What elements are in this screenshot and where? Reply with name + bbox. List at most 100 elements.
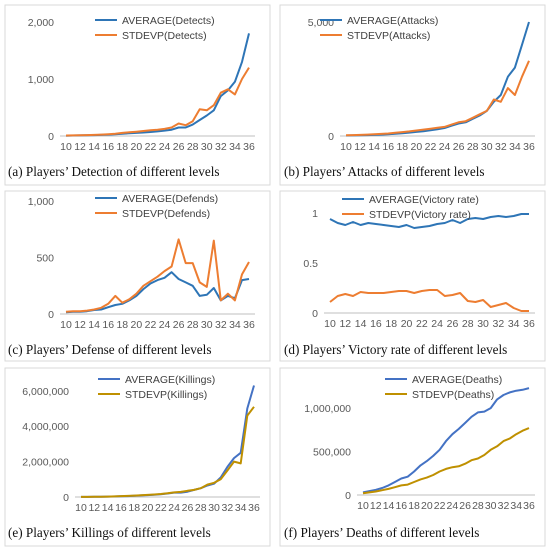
y-tick-label: 500 [36,253,54,265]
panel-border [279,4,546,186]
y-tick-label: 0 [328,131,334,143]
x-tick-label: 10 [75,502,87,514]
x-tick-label: 24 [159,141,171,153]
chart-panel: 0 2,000,000 4,000,000 6,000,000 10 12 14 16 18 20… [4,367,271,547]
legend-label: AVERAGE(Killings) [125,374,215,386]
x-tick-label: 18 [408,500,420,512]
y-tick-label: 0.5 [303,258,318,270]
series-line [345,60,530,137]
x-tick-label: 12 [370,500,382,512]
x-tick-label: 12 [339,318,351,330]
y-tick-label: 1,000,000 [304,403,351,415]
y-tick-label: 0 [312,308,318,320]
panel-border [4,4,271,186]
panel-caption: (c) Players’ Defense of different levels [8,342,211,357]
x-tick-label: 18 [116,319,128,331]
legend-label: AVERAGE(Victory rate) [369,194,479,206]
panel-caption: (e) Players’ Killings of different level… [8,525,211,540]
x-tick-label: 34 [508,318,520,330]
x-tick-label: 26 [182,502,194,514]
x-tick-label: 14 [383,500,395,512]
x-tick-label: 10 [340,141,352,153]
x-tick-label: 10 [60,319,72,331]
x-tick-label: 36 [523,318,535,330]
x-tick-label: 20 [401,318,413,330]
x-tick-label: 34 [510,500,522,512]
x-tick-label: 30 [481,141,493,153]
x-tick-label: 26 [459,500,471,512]
x-tick-label: 18 [128,502,140,514]
x-tick-label: 28 [187,141,199,153]
chart-panel: 0 1,000 2,000 10 12 14 16 18 20 22 24 26 28 30 32 34 36 A… [4,4,271,186]
legend-label: STDEVP(Killings) [125,389,207,401]
series-line [65,33,250,137]
x-tick-label: 22 [416,318,428,330]
x-tick-label: 26 [453,141,465,153]
legend-label: STDEVP(Attacks) [347,30,430,42]
x-tick-label: 16 [115,502,127,514]
series-line [65,271,250,314]
panel-border [279,190,546,362]
x-tick-label: 28 [467,141,479,153]
series-line [362,427,530,495]
series-line [329,213,529,229]
y-tick-label: 2,000 [28,17,54,29]
x-tick-label: 18 [116,141,128,153]
series-line [65,238,250,313]
x-tick-label: 14 [88,319,100,331]
y-tick-label: 1,000 [28,196,54,208]
panel-caption: (f) Players’ Deaths of different levels [284,525,479,540]
x-tick-label: 18 [396,141,408,153]
x-tick-label: 10 [324,318,336,330]
x-tick-label: 30 [201,141,213,153]
x-tick-label: 20 [142,502,154,514]
legend-label: STDEVP(Deaths) [412,389,494,401]
x-tick-label: 32 [495,141,507,153]
x-tick-label: 32 [493,318,505,330]
x-tick-label: 12 [354,141,366,153]
x-tick-label: 20 [421,500,433,512]
x-tick-label: 30 [477,318,489,330]
y-tick-label: 0 [345,490,351,502]
x-tick-label: 36 [523,500,535,512]
y-tick-label: 1 [312,208,318,220]
x-tick-label: 26 [173,141,185,153]
x-tick-label: 10 [60,141,72,153]
x-tick-label: 20 [411,141,423,153]
x-tick-label: 24 [431,318,443,330]
y-tick-label: 0 [63,492,69,504]
x-tick-label: 32 [498,500,510,512]
x-tick-label: 24 [447,500,459,512]
x-tick-label: 32 [222,502,234,514]
y-tick-label: 5,000 [308,17,334,29]
x-tick-label: 30 [201,319,213,331]
x-tick-label: 22 [145,319,157,331]
x-tick-label: 28 [462,318,474,330]
panel-border [279,367,546,547]
x-tick-label: 20 [131,141,143,153]
series-line [362,387,530,494]
y-tick-label: 0 [48,309,54,321]
x-tick-label: 26 [173,319,185,331]
chart-panel: 0 5,000 10 12 14 16 18 20 22 24 26 28 30 32 34 36 AVERAG… [279,4,546,186]
x-tick-label: 26 [447,318,459,330]
x-tick-label: 14 [88,141,100,153]
panel-caption: (d) Players’ Victory rate of different l… [284,342,507,357]
x-tick-label: 12 [74,141,86,153]
x-tick-label: 14 [368,141,380,153]
x-tick-label: 22 [425,141,437,153]
x-tick-label: 30 [208,502,220,514]
x-tick-label: 36 [243,141,255,153]
x-tick-label: 20 [131,319,143,331]
x-tick-label: 32 [215,141,227,153]
legend-label: STDEVP(Detects) [122,30,207,42]
legend-label: AVERAGE(Defends) [122,193,218,205]
y-tick-label: 4,000,000 [22,421,69,433]
x-tick-label: 14 [102,502,114,514]
chart-panel: 0 0.5 1 10 12 14 16 18 20 22 24 26 28 30 32 34 36 AVERAGE… [279,190,546,362]
x-tick-label: 22 [155,502,167,514]
series-line [65,67,250,137]
